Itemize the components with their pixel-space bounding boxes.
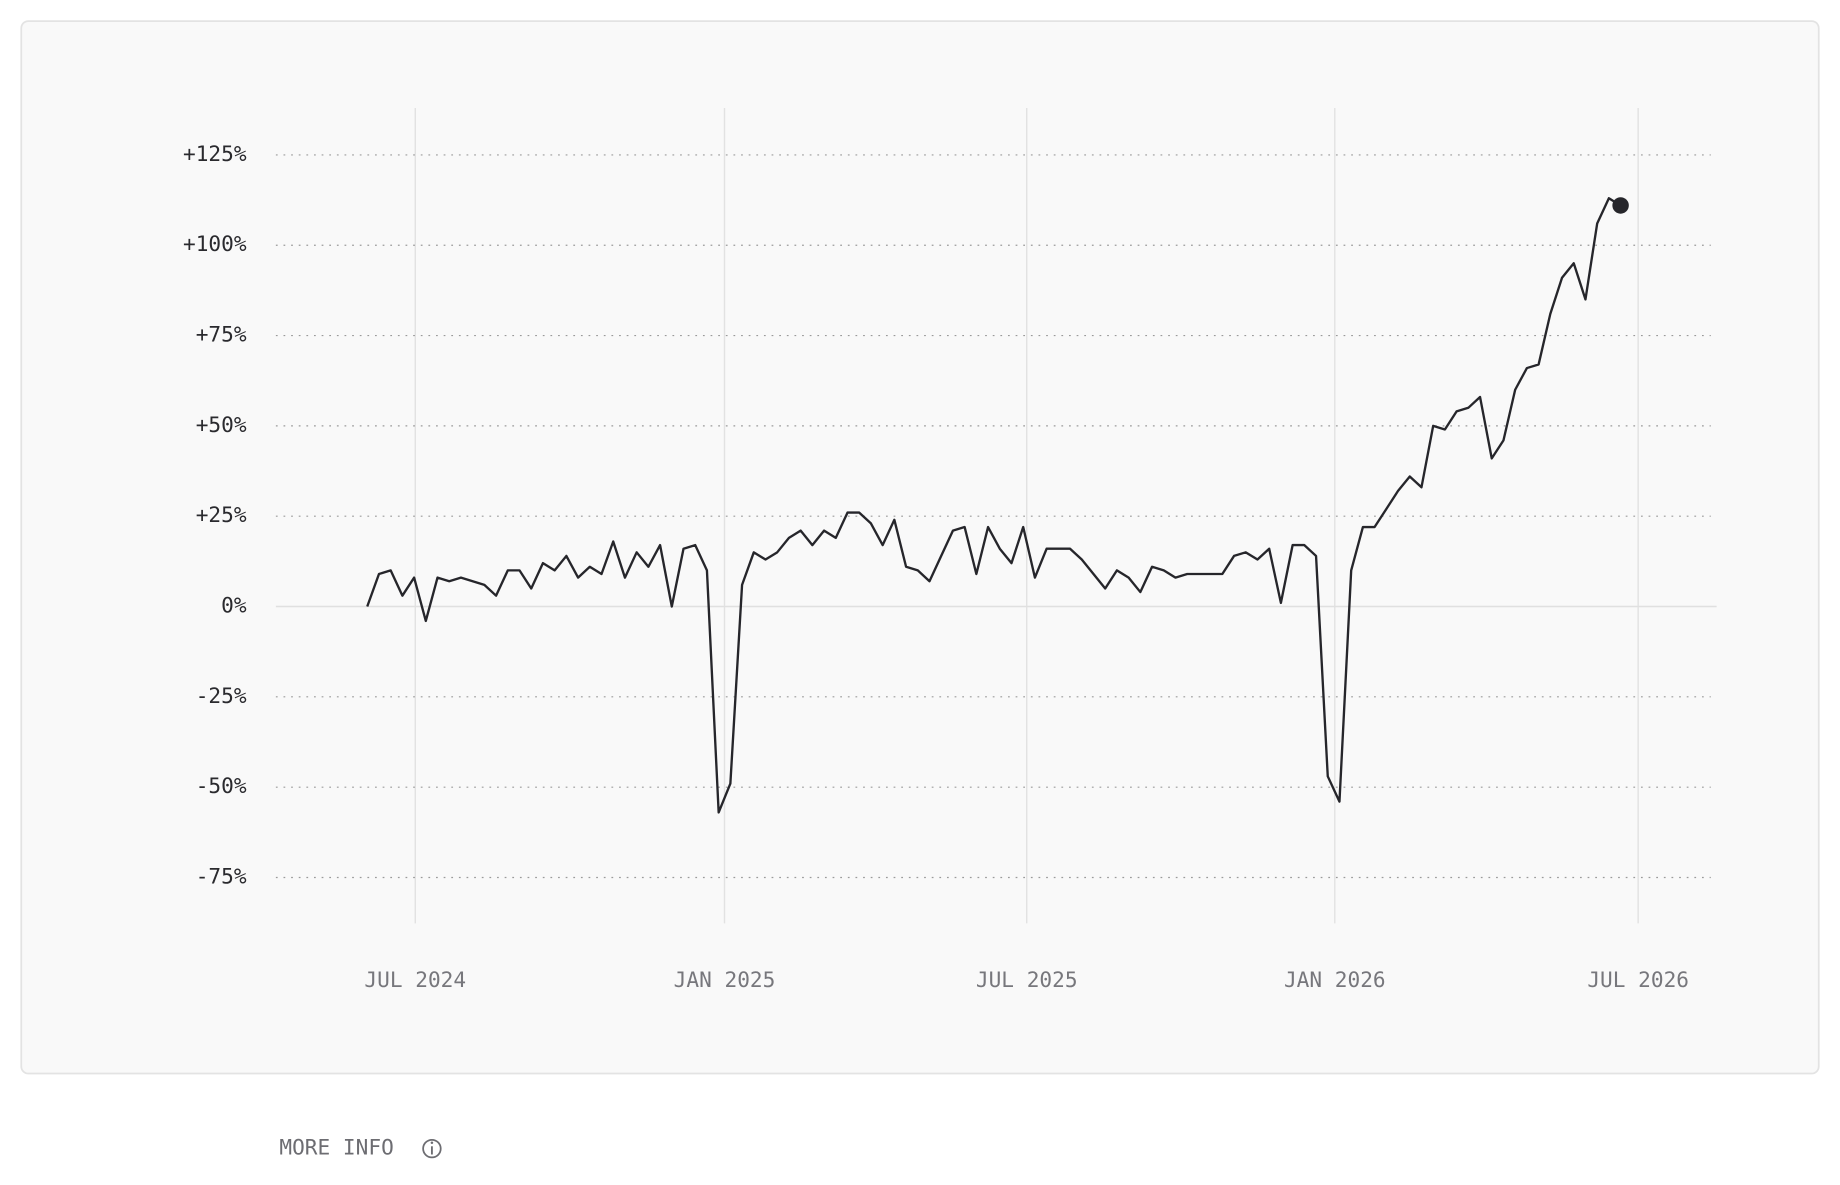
y-tick-label: -25% [196, 683, 247, 708]
x-tick-label: JUL 2026 [1587, 967, 1689, 992]
plot: JUL 2024 JAN 2025 JUL 2025 JAN 2026 JUL 2026… [183, 107, 1717, 992]
info-icon[interactable] [422, 1138, 442, 1159]
y-tick-label: +75% [196, 322, 247, 347]
x-tick-label: JAN 2025 [674, 967, 776, 992]
y-tick-label: 0% [221, 593, 247, 618]
x-tick-label: JUL 2024 [364, 967, 466, 992]
card [20, 20, 1820, 1075]
last-point [1612, 197, 1629, 214]
y-tick-label: +100% [183, 231, 247, 256]
y-tick-label: +125% [183, 141, 247, 166]
y-tick-label: +25% [196, 502, 247, 527]
series-line [366, 197, 1622, 814]
more-info-link[interactable]: MORE INFO [279, 1135, 393, 1160]
y-tick-label: -50% [196, 773, 247, 798]
x-tick-label: JUL 2025 [976, 967, 1078, 992]
x-tick-label: JAN 2026 [1284, 967, 1386, 992]
y-tick-label: -75% [196, 863, 247, 888]
y-tick-label: +50% [196, 412, 247, 437]
